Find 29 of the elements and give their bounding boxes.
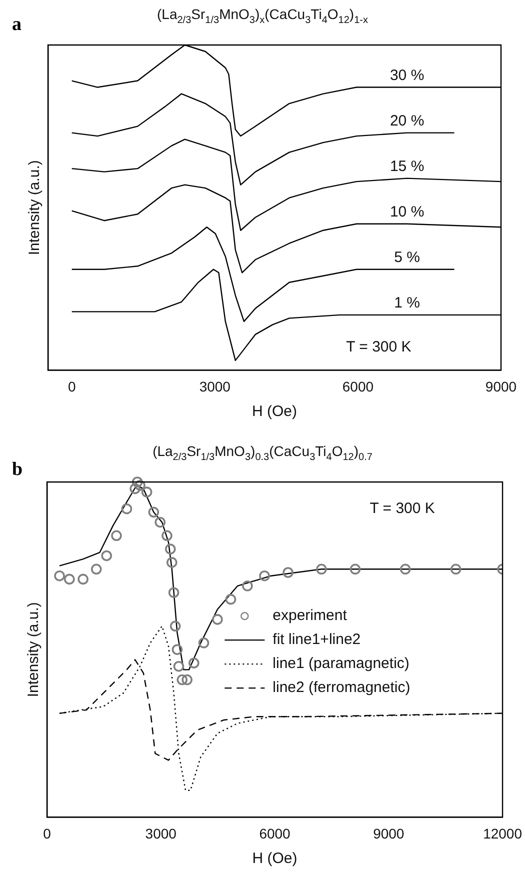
x-tick-label: 6000 <box>259 825 291 842</box>
x-axis-title: H (Oe) <box>252 850 298 868</box>
x-tick-label: 3000 <box>145 825 177 842</box>
x-tick-label: 0 <box>68 378 76 394</box>
series-label: 10 % <box>390 204 424 220</box>
legend-label: experiment <box>272 607 348 624</box>
x-tick-label: 0 <box>43 825 52 842</box>
text: b <box>12 459 23 481</box>
x-tick-label: 6000 <box>342 378 374 394</box>
y-axis-title: Intensity (a.u.) <box>25 602 42 698</box>
x-tick-label: 3000 <box>199 378 231 394</box>
chart-title: (La$_{2/3}$Sr$_{1/3}$MnO$_{3}$)$_{x}$(CaCu$_{3}$Ti$_{4}$O$_{12}$)$_{1-x}$ <box>157 6 368 26</box>
series-label: 1 % <box>394 294 420 312</box>
legend-label: line2 (ferromagnetic) <box>272 679 410 696</box>
x-tick-label: 12000 <box>483 825 522 842</box>
series-label: 20 % <box>390 112 424 130</box>
annotation: T = 300 K <box>346 338 412 356</box>
series-label: 5 % <box>394 249 420 266</box>
annotation: T = 300 K <box>370 500 435 517</box>
x-tick-label: 9000 <box>485 378 517 394</box>
x-tick-label: 9000 <box>373 825 404 842</box>
text: a <box>12 14 22 36</box>
series-label: 30 % <box>390 66 424 84</box>
legend-label: line1 (paramagnetic) <box>272 655 410 672</box>
y-axis-title: Intensity (a.u.) <box>26 160 44 256</box>
legend-label: fit line1+line2 <box>272 631 361 648</box>
x-axis-title: H (Oe) <box>252 403 298 420</box>
chart-title: (La$_{2/3}$Sr$_{1/3}$MnO$_{3}$)$_{0.3}$(CaCu$_{3}$Ti$_{4}$O$_{12}$)$_{0.7}$ <box>152 443 372 463</box>
series-label: 15 % <box>390 158 424 175</box>
